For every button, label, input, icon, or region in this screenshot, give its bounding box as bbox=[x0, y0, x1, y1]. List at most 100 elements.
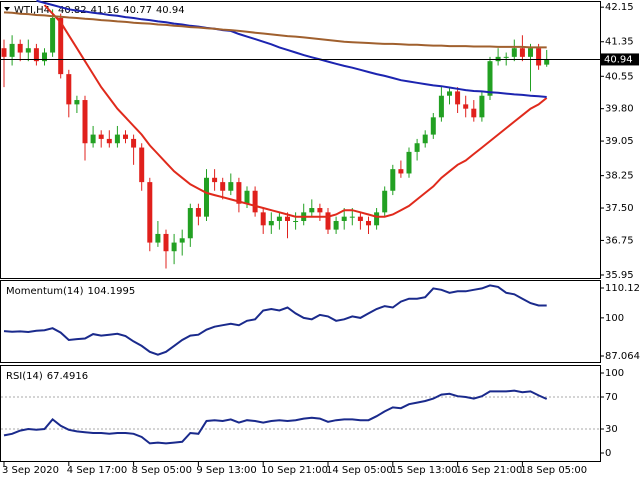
x-tick-label: 10 Sep 21:00 bbox=[261, 465, 328, 476]
candle-body bbox=[33, 48, 39, 62]
y-tick-label: 40.55 bbox=[605, 71, 634, 82]
candle-body bbox=[325, 212, 331, 230]
indicator-label: Momentum(14) 104.1995 bbox=[6, 286, 135, 297]
candle-body bbox=[179, 238, 185, 243]
candle-body bbox=[357, 216, 363, 221]
y-tick-label: 87.0645 bbox=[605, 351, 640, 362]
candle-body bbox=[42, 52, 47, 62]
candle-body bbox=[366, 220, 371, 226]
candle-body bbox=[220, 182, 226, 191]
candle-body bbox=[171, 242, 177, 252]
candle-body bbox=[106, 138, 112, 144]
main-panel-frame bbox=[0, 1, 601, 279]
y-tick-label: 36.75 bbox=[605, 235, 634, 246]
high: 41.16 bbox=[91, 5, 120, 16]
indicator-label: RSI(14) 67.4916 bbox=[6, 371, 88, 382]
candle-body bbox=[422, 134, 428, 144]
candle-body bbox=[317, 208, 323, 213]
x-tick-label: 15 Sep 13:00 bbox=[391, 465, 458, 476]
y-tick-label: 110.1296 bbox=[605, 283, 640, 294]
candle-body bbox=[236, 182, 242, 204]
moving-average bbox=[43, 4, 548, 218]
x-tick-label: 9 Sep 13:00 bbox=[196, 465, 256, 476]
candle-body bbox=[58, 17, 64, 75]
candle-body bbox=[536, 48, 542, 66]
candle-body bbox=[382, 190, 388, 213]
candle-body bbox=[17, 43, 23, 53]
candle-body bbox=[98, 134, 104, 139]
candle-body bbox=[268, 220, 274, 226]
candle-body bbox=[25, 48, 31, 53]
x-tick-label: 4 Sep 17:00 bbox=[67, 465, 127, 476]
candle-body bbox=[139, 147, 145, 183]
candle-body bbox=[503, 56, 509, 58]
candle-body bbox=[293, 220, 299, 222]
last-price-box bbox=[601, 53, 639, 66]
y-tick-label: 38.25 bbox=[605, 171, 634, 182]
candle-body bbox=[511, 48, 517, 57]
moving-average bbox=[36, 0, 547, 98]
y-tick-label: 42.15 bbox=[605, 2, 634, 13]
candle-body bbox=[90, 134, 96, 144]
candle-body bbox=[487, 61, 493, 96]
candle-body bbox=[212, 177, 218, 183]
candle-body bbox=[204, 177, 209, 217]
y-tick-label: 30 bbox=[605, 424, 618, 435]
candle-body bbox=[463, 104, 469, 109]
candle-body bbox=[228, 182, 234, 191]
candle-body bbox=[163, 233, 169, 252]
x-tick-label: 16 Sep 21:00 bbox=[456, 465, 523, 476]
candle-body bbox=[74, 100, 80, 105]
candle-body bbox=[519, 48, 525, 57]
x-tick-label: 18 Sep 05:00 bbox=[520, 465, 587, 476]
candle-body bbox=[187, 208, 193, 239]
candle-body bbox=[285, 216, 290, 221]
y-tick-label: 39.05 bbox=[605, 136, 634, 147]
x-tick-label: 8 Sep 05:00 bbox=[132, 465, 192, 476]
candle-body bbox=[244, 190, 250, 204]
symbol: WTI,H4 bbox=[14, 5, 50, 16]
y-tick-label: 0 bbox=[605, 448, 611, 459]
candle-body bbox=[528, 48, 533, 57]
candle-body bbox=[131, 138, 137, 148]
candle-body bbox=[252, 190, 258, 213]
y-tick-label: 100 bbox=[605, 313, 624, 324]
rsi-panel-frame bbox=[0, 365, 601, 462]
indicator-name: RSI(14) bbox=[6, 371, 43, 382]
candle-body bbox=[406, 151, 412, 174]
indicator-name: Momentum(14) bbox=[6, 286, 84, 297]
candle-body bbox=[447, 91, 452, 96]
candle-body bbox=[9, 43, 15, 57]
y-tick-label: 100 bbox=[605, 368, 624, 379]
candle-body bbox=[155, 233, 161, 243]
y-tick-label: 70 bbox=[605, 392, 618, 403]
candle-body bbox=[114, 134, 120, 144]
low: 40.77 bbox=[123, 5, 152, 16]
candle-body bbox=[414, 143, 420, 152]
candle-body bbox=[309, 208, 315, 213]
indicator-line bbox=[3, 389, 548, 445]
close: 40.94 bbox=[156, 5, 185, 16]
candle-body bbox=[260, 212, 266, 226]
candle-body bbox=[479, 95, 485, 118]
candle-body bbox=[276, 216, 282, 221]
candle-body bbox=[349, 216, 355, 218]
momentum-panel-frame bbox=[0, 280, 601, 363]
candle-body bbox=[430, 117, 436, 135]
y-tick-label: 35.95 bbox=[605, 270, 634, 281]
y-tick-label: 41.35 bbox=[605, 37, 634, 48]
candle-body bbox=[374, 212, 380, 226]
candle-body bbox=[195, 208, 201, 217]
candle-body bbox=[438, 95, 444, 118]
indicator-line bbox=[3, 284, 547, 356]
y-tick-label: 39.80 bbox=[605, 104, 634, 115]
menu-arrow bbox=[4, 7, 10, 11]
candle-body bbox=[455, 91, 461, 105]
moving-average bbox=[3, 11, 547, 49]
candle-body bbox=[333, 220, 339, 230]
x-tick-label: 14 Sep 05:00 bbox=[326, 465, 393, 476]
candle-body bbox=[123, 134, 128, 139]
candle-body bbox=[1, 48, 7, 57]
